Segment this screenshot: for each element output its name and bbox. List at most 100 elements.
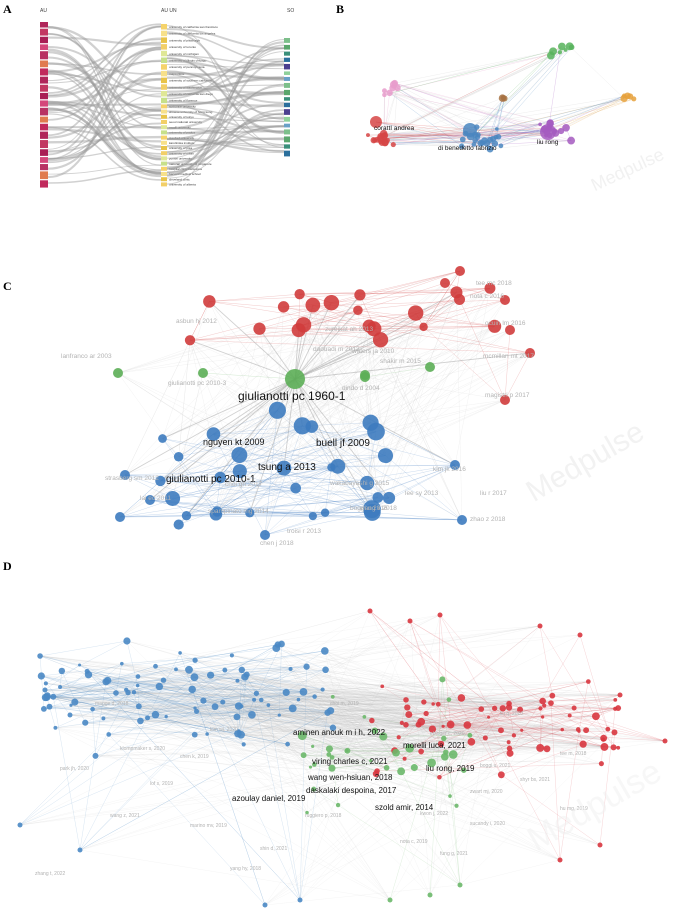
network-node (106, 732, 111, 737)
network-node (290, 483, 301, 494)
network-minor-label: zureikat ah 2013 (325, 326, 373, 333)
network-node-label: liu rong (537, 139, 559, 146)
network-minor-label: lof s, 2019 (150, 781, 173, 787)
network-node (259, 698, 264, 703)
network-node (443, 749, 448, 754)
network-node (230, 653, 234, 657)
network-major-label: viring charles c, 2021 (312, 757, 388, 766)
network-node (182, 511, 191, 520)
network-node (220, 699, 225, 704)
network-node (363, 715, 367, 719)
network-node (463, 123, 477, 137)
sankey-source-node (284, 117, 290, 122)
network-node (123, 637, 130, 644)
watermark: Medpulse (588, 144, 667, 195)
network-node (403, 697, 409, 703)
sankey-affiliation-node (161, 120, 167, 124)
network-minor-label: ocuin lm 2016 (485, 320, 526, 327)
network-node (242, 742, 246, 746)
network-node (618, 693, 623, 698)
network-node (448, 794, 452, 798)
network-node (212, 703, 219, 710)
network-minor-label: wang x 2018 (359, 505, 397, 512)
network-minor-label: marino mv, 2019 (190, 823, 227, 829)
network-node (405, 711, 412, 718)
network-minor-label: tee m, 2018 (560, 751, 587, 757)
network-node (495, 127, 499, 131)
network-node (548, 700, 554, 706)
network-node (234, 713, 241, 720)
sankey-author-node (40, 77, 48, 84)
network-node (185, 335, 195, 345)
network-minor-label: lai ec 2011 (140, 495, 171, 502)
sankey-author-node (40, 149, 48, 156)
network-node (498, 143, 503, 148)
network-node (50, 694, 56, 700)
sankey-author-node (40, 60, 48, 67)
network-edge (475, 51, 553, 135)
network-node (487, 716, 490, 719)
network-node (239, 667, 245, 673)
network-node (92, 753, 98, 759)
network-node (613, 698, 617, 702)
sankey-affiliation-node (161, 84, 167, 90)
network-node (631, 96, 636, 101)
network-node (82, 720, 88, 726)
watermark: Medpulse (521, 415, 650, 509)
sankey-source-node (284, 90, 290, 95)
network-node (158, 434, 167, 443)
network-node (58, 685, 62, 689)
network-node (536, 744, 544, 752)
network-minor-label: kwon j, 2022 (420, 811, 448, 817)
sankey-affiliation-node (161, 104, 167, 108)
network-major-label: daskalaki despoina, 2017 (306, 786, 397, 795)
network-node (285, 742, 290, 747)
network-major-label: wang wen-hsiuan, 2018 (307, 773, 393, 782)
sankey-author-node (40, 51, 48, 59)
sankey-affiliation-node (161, 44, 167, 50)
network-node (438, 613, 443, 618)
network-node (303, 664, 309, 670)
sankey-source-node (284, 71, 290, 75)
network-node (447, 697, 452, 702)
network-node (289, 667, 293, 671)
network-node (71, 699, 78, 706)
panel-a-letter: A (3, 2, 12, 17)
network-node (18, 823, 23, 828)
network-node (136, 684, 140, 688)
network-node (391, 142, 396, 147)
network-node (458, 883, 463, 888)
network-node (193, 706, 196, 709)
network-minor-label: magistri p 2017 (485, 392, 530, 399)
sankey-affiliation-node (161, 136, 167, 140)
network-node (576, 727, 581, 732)
network-node (192, 658, 197, 663)
network-node (449, 750, 458, 759)
sankey-author-node (40, 85, 48, 92)
sankey-affiliation-node (161, 110, 167, 114)
sankey-affiliation-node (161, 130, 167, 134)
network-node (205, 732, 209, 736)
sankey-source-node (284, 151, 290, 157)
network-node (382, 88, 387, 93)
sankey-source-node (284, 77, 290, 81)
network-edge (410, 621, 443, 726)
network-node (478, 706, 484, 712)
sankey-affiliation-node (161, 182, 167, 186)
network-node (300, 688, 308, 696)
network-node (301, 752, 307, 758)
network-node (152, 711, 159, 718)
network-node (289, 704, 297, 712)
network-node (538, 624, 543, 629)
network-node (567, 137, 575, 145)
network-node (345, 749, 348, 752)
network-node (137, 718, 144, 725)
network-node (538, 706, 542, 710)
sankey-author-node (40, 108, 48, 116)
sankey-author-node (40, 171, 48, 179)
network-minor-label: kim wj, 2020 (210, 727, 238, 733)
sankey-source-node (284, 129, 290, 134)
network-node (104, 677, 111, 684)
